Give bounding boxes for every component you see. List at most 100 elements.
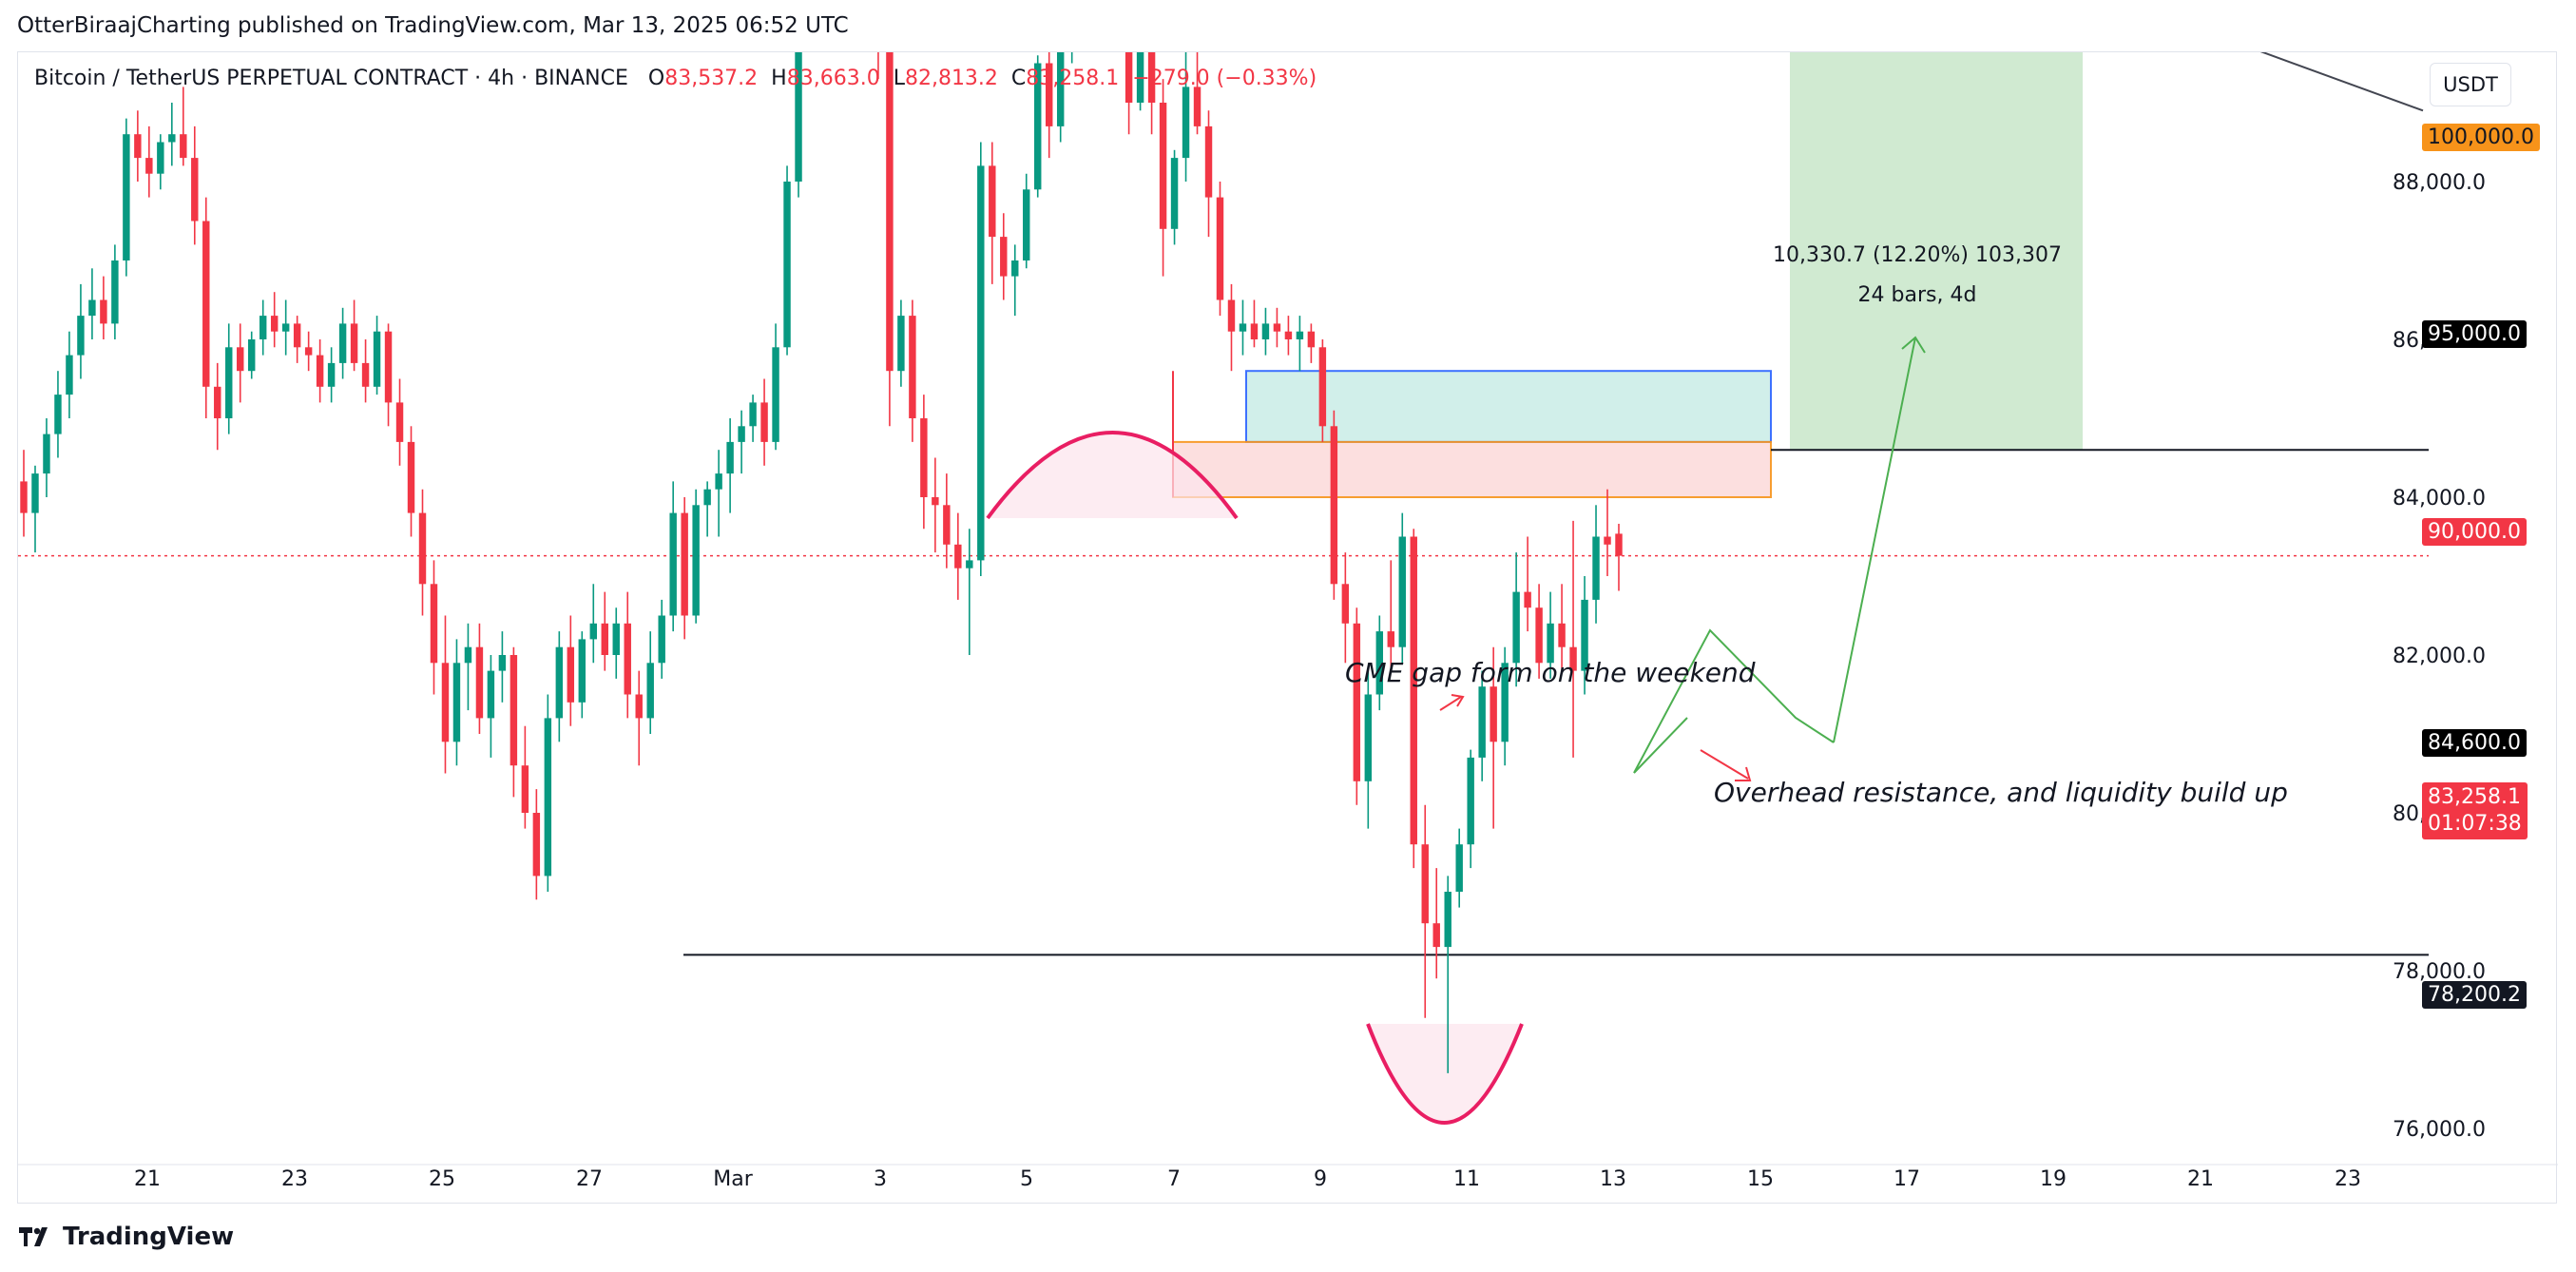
candle-body: [66, 355, 73, 395]
measure-label-price: 10,330.7 (12.20%) 103,307: [1773, 243, 2062, 267]
open-label: O: [647, 67, 665, 90]
candle-body: [1615, 533, 1623, 556]
candle-body: [487, 670, 495, 719]
candle-body: [601, 623, 608, 655]
cme-arrowhead: [1451, 694, 1465, 707]
resistance-arrow: [1700, 749, 1749, 780]
candle-body: [1592, 536, 1600, 600]
price-axis-tick: 84,000.0: [2393, 487, 2486, 511]
candle-body: [157, 142, 164, 174]
currency-selector-button[interactable]: USDT: [2430, 63, 2511, 106]
date-axis-tick: 15: [1747, 1167, 1774, 1191]
candle-body: [920, 418, 928, 497]
candle-body: [544, 718, 552, 877]
symbol-legend: Bitcoin / TetherUS PERPETUAL CONTRACT · …: [34, 67, 1317, 90]
candle-body: [1023, 189, 1030, 260]
candle-body: [1125, 52, 1133, 104]
candle-body: [1432, 923, 1440, 948]
date-axis-tick: 17: [1894, 1167, 1920, 1191]
candle-body: [304, 347, 313, 356]
candle-body: [1273, 323, 1281, 332]
candle-body: [1524, 591, 1531, 608]
candle-body: [1170, 158, 1179, 229]
candle-body: [270, 316, 279, 332]
candle-body: [1581, 599, 1588, 671]
date-axis-tick: 19: [2040, 1167, 2067, 1191]
date-axis-tick: 11: [1453, 1167, 1480, 1191]
candle-body: [418, 512, 427, 585]
tradingview-logo-icon: [19, 1227, 48, 1246]
chart-canvas[interactable]: 100,000.098,000.096,000.094,000.092,000.…: [18, 52, 2558, 1205]
candle-body: [1512, 591, 1520, 664]
candle-body: [1535, 607, 1543, 664]
resistance-annotation: Overhead resistance, and liquidity build…: [1714, 777, 2288, 808]
candle-body: [532, 813, 541, 877]
candle-body: [669, 512, 677, 616]
candle-body: [1000, 237, 1008, 277]
candle-body: [1034, 63, 1042, 190]
candle-body: [1011, 260, 1019, 277]
cme-gap-annotation: CME gap form on the weekend: [1345, 657, 1756, 688]
candle-body: [123, 134, 130, 260]
projection-arrowhead: [1901, 336, 1926, 354]
candle-body: [31, 473, 39, 513]
candle-body: [760, 402, 768, 442]
candle-body: [350, 323, 358, 363]
candle-body: [1353, 623, 1361, 781]
candle-body: [237, 347, 244, 372]
candle-body: [214, 386, 221, 418]
candle-body: [247, 339, 256, 372]
candle-body: [589, 623, 598, 640]
candle-body: [1182, 87, 1190, 159]
chart-frame[interactable]: 100,000.098,000.096,000.094,000.092,000.…: [17, 51, 2558, 1205]
candle-body: [88, 299, 96, 317]
publisher-line: OtterBiraajCharting published on Trading…: [17, 13, 849, 38]
tradingview-logo[interactable]: TradingView: [17, 1223, 234, 1251]
price-axis-tick: 88,000.0: [2393, 171, 2486, 195]
candle-body: [168, 134, 176, 143]
candle-body: [658, 615, 665, 664]
low-label: L: [893, 67, 905, 90]
candle-body: [1547, 623, 1554, 664]
measure-label-bars: 24 bars, 4d: [1858, 283, 1977, 307]
candle-body: [407, 441, 415, 513]
candle-body: [954, 544, 962, 569]
candle-body: [1296, 331, 1304, 339]
candle-body: [1284, 331, 1293, 339]
date-axis-tick: 25: [429, 1167, 455, 1191]
date-axis-tick: 23: [281, 1167, 308, 1191]
candle-body: [1227, 299, 1236, 332]
candle-body: [783, 182, 791, 348]
date-axis-tick: 7: [1167, 1167, 1181, 1191]
candle-body: [1216, 197, 1224, 300]
candle-body: [134, 134, 142, 159]
symbol-title[interactable]: Bitcoin / TetherUS PERPETUAL CONTRACT · …: [34, 67, 628, 90]
price-axis-tick: 82,000.0: [2393, 645, 2486, 668]
date-axis-tick: 5: [1020, 1167, 1033, 1191]
candle-body: [1467, 757, 1474, 845]
candle-body: [966, 560, 973, 569]
candle-body: [54, 395, 62, 434]
low-value: 82,813.2: [904, 67, 998, 90]
bar-countdown: 01:07:38: [2428, 812, 2522, 836]
bottom-arc: [1366, 1023, 1524, 1125]
resistance-arrowhead: [1735, 766, 1752, 781]
open-value: 83,537.2: [664, 67, 759, 90]
candle-body: [1375, 631, 1384, 695]
candle-body: [111, 260, 119, 324]
candle-body: [1136, 52, 1144, 103]
date-axis-tick: 23: [2335, 1167, 2361, 1191]
candle-body: [475, 646, 484, 719]
candle-body: [1398, 536, 1406, 647]
candle-body: [635, 694, 643, 719]
projection-start: [1633, 717, 1688, 774]
price-label-84600: 84,600.0: [2422, 729, 2527, 757]
candle-body: [555, 646, 564, 719]
candle-body: [1444, 892, 1451, 948]
high-label: H: [771, 67, 787, 90]
candle-body: [738, 426, 745, 442]
close-label: C: [1010, 67, 1027, 90]
candle-body: [1387, 631, 1395, 647]
candle-body: [384, 331, 393, 403]
candle-body: [1421, 844, 1429, 924]
